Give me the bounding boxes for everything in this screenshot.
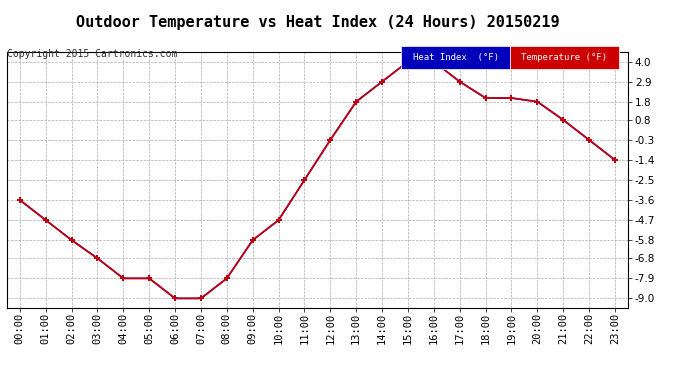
Text: Temperature (°F): Temperature (°F) — [521, 53, 607, 62]
Text: Copyright 2015 Cartronics.com: Copyright 2015 Cartronics.com — [7, 49, 177, 59]
FancyBboxPatch shape — [401, 46, 510, 69]
Text: Heat Index  (°F): Heat Index (°F) — [413, 53, 499, 62]
Text: Outdoor Temperature vs Heat Index (24 Hours) 20150219: Outdoor Temperature vs Heat Index (24 Ho… — [76, 15, 559, 30]
FancyBboxPatch shape — [510, 46, 619, 69]
